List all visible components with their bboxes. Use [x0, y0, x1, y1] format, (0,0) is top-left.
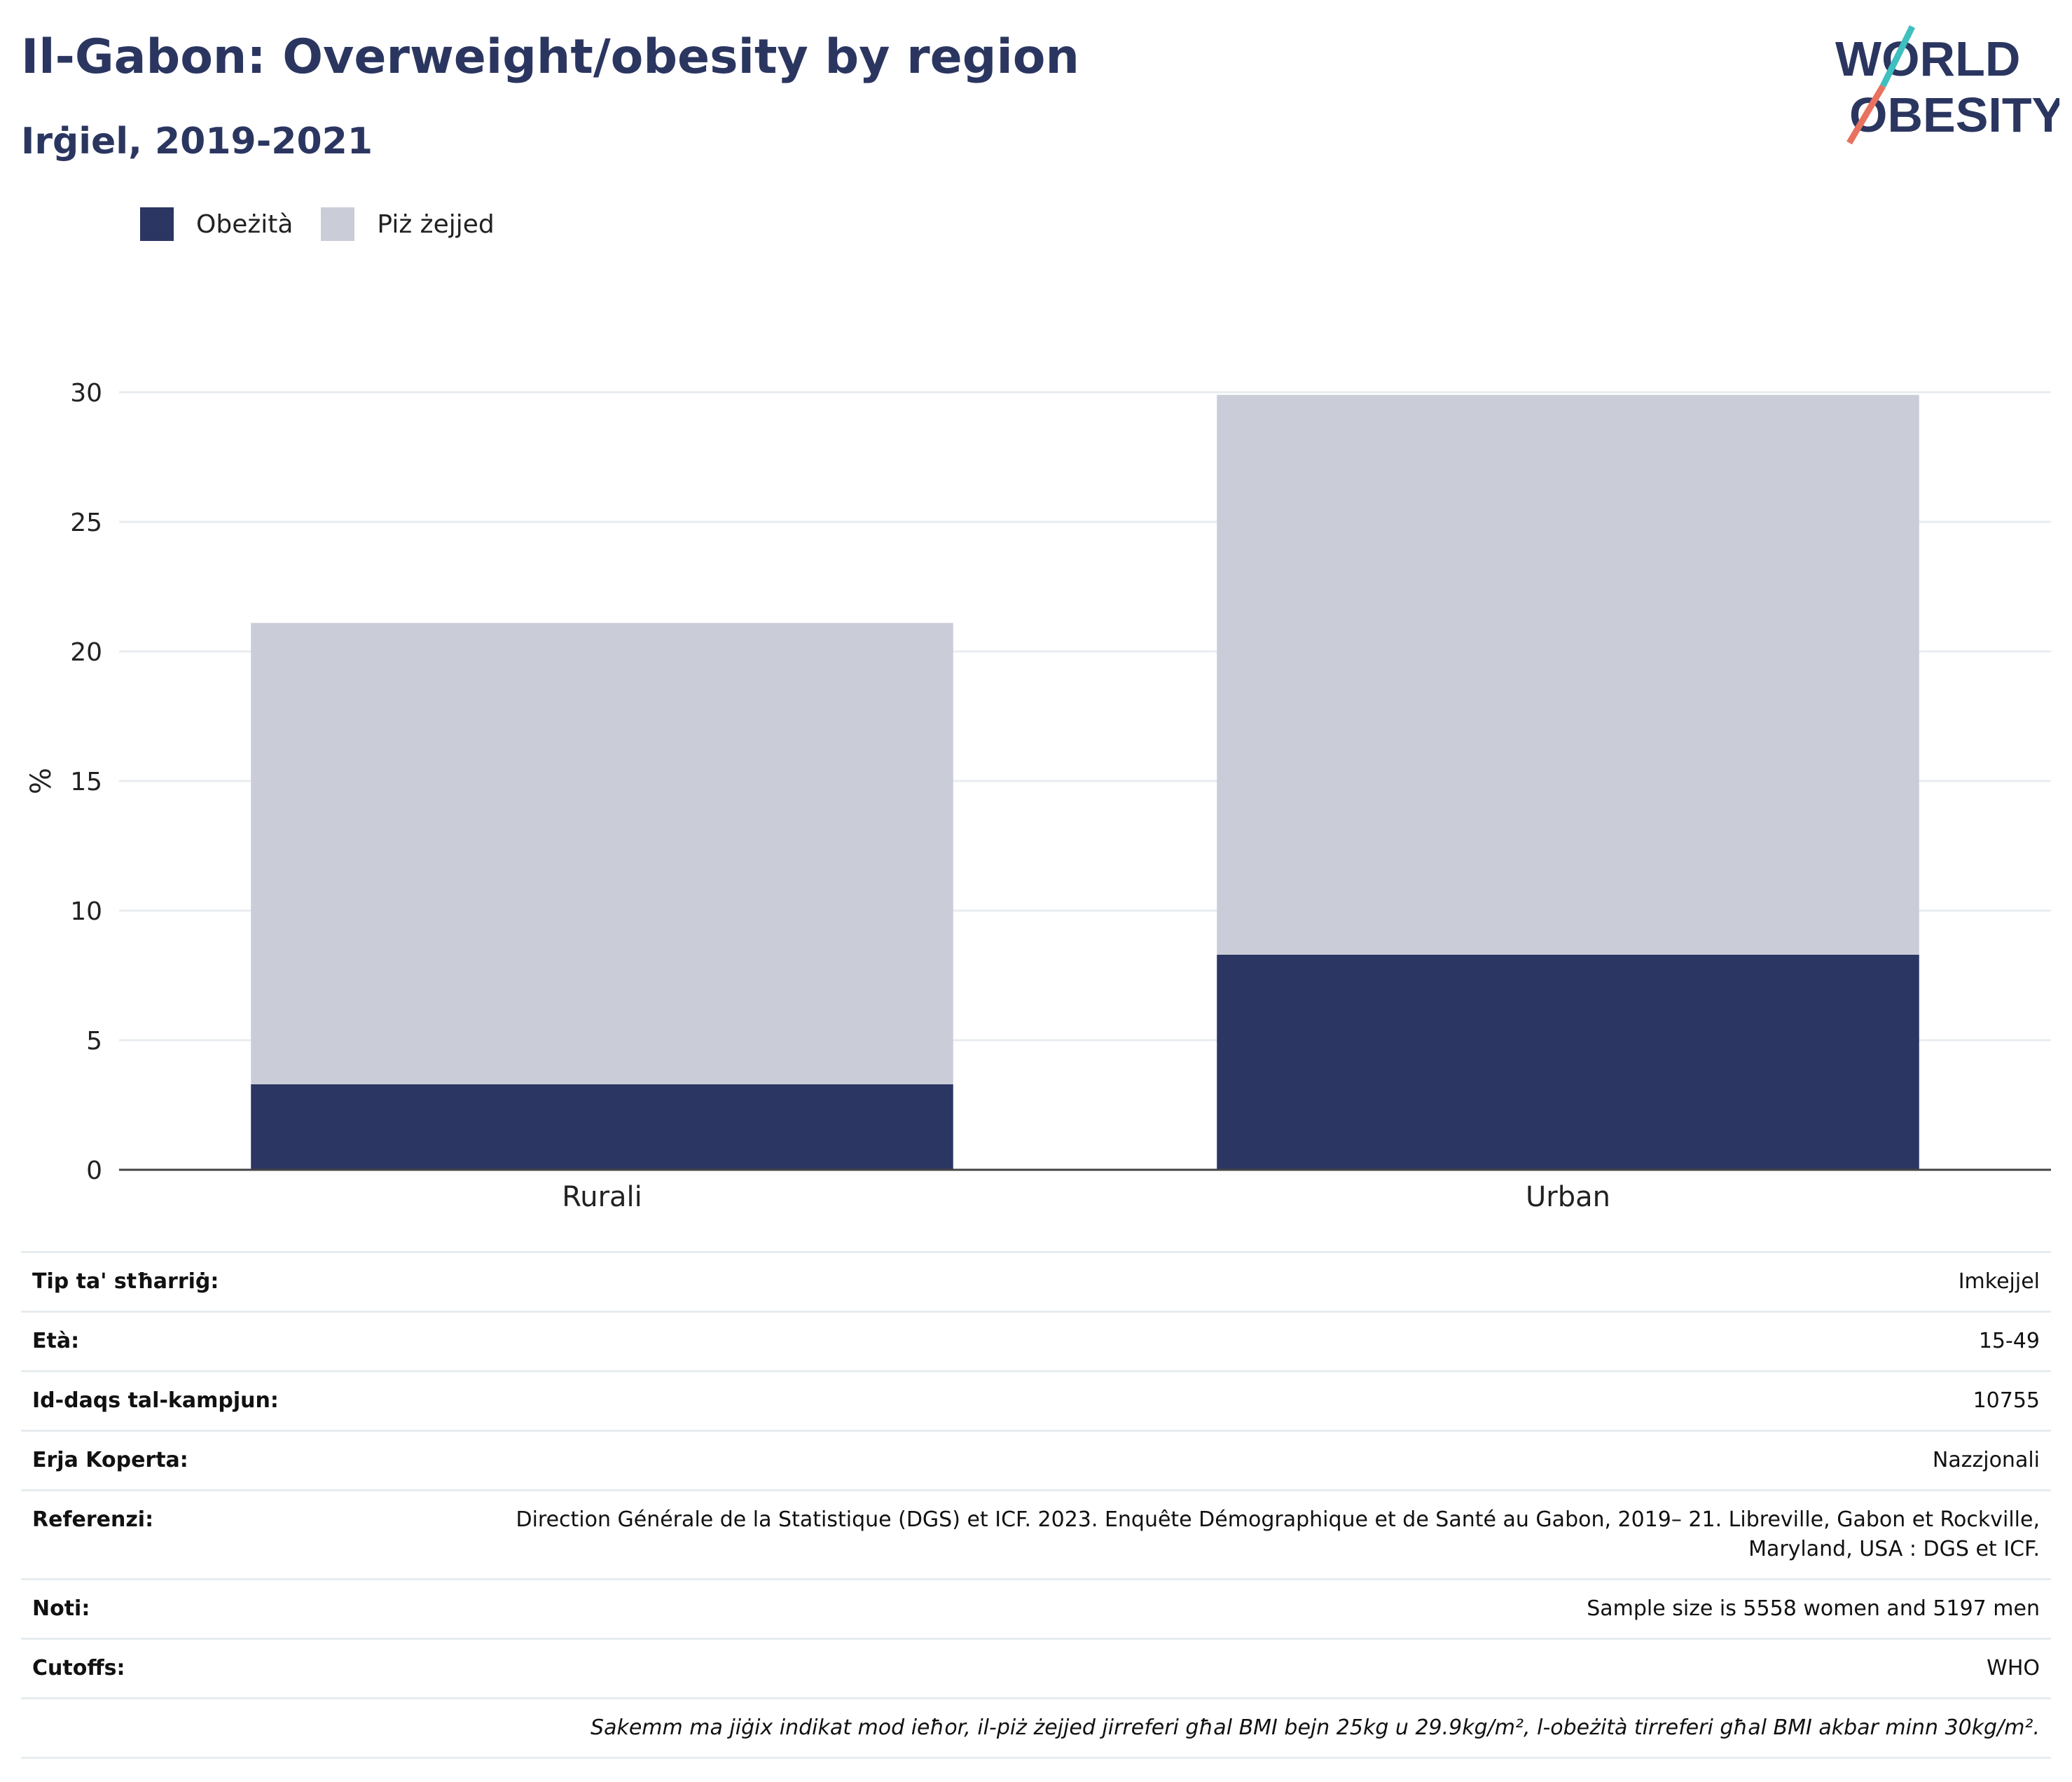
info-table: Tip ta' stħarriġ: Imkejjel Età: 15-49 Id-daq…	[21, 1251, 2051, 1759]
y-tick-label: 20	[70, 638, 102, 667]
info-key: Id-daqs tal-kampjun:	[21, 1370, 464, 1431]
info-key: Referenzi:	[21, 1489, 464, 1580]
legend-label-overweight: Piż żejjed	[377, 209, 495, 239]
info-value: Sample size is 5558 women and 5197 men	[464, 1578, 2051, 1639]
info-value: Direction Générale de la Statistique (DG…	[464, 1489, 2051, 1580]
legend-item-obesity[interactable]: Obeżità	[140, 207, 293, 241]
logo-text-world: WORLD	[1835, 32, 2020, 86]
bar-chart: 0 5 10 15 20 25 30% Rurali Urban	[25, 379, 2051, 1213]
x-tick-label: Urban	[1526, 1181, 1610, 1213]
logo-slash-red	[1846, 84, 1886, 145]
info-key: Tip ta' stħarriġ:	[21, 1251, 464, 1312]
info-value: Nazzjonali	[464, 1430, 2051, 1491]
info-row: Cutoffs: WHO	[21, 1638, 2051, 1699]
info-key: Noti:	[21, 1578, 464, 1639]
chart-title: Il-Gabon: Overweight/obesity by region	[21, 29, 1079, 85]
footnote: Sakemm ma jiġix indikat mod ieħor, il-pi…	[21, 1697, 2051, 1759]
y-tick-label: 25	[70, 509, 102, 537]
x-tick-label: Rurali	[562, 1181, 642, 1213]
footnote-row: Sakemm ma jiġix indikat mod ieħor, il-pi…	[21, 1697, 2051, 1759]
info-value: WHO	[464, 1638, 2051, 1699]
y-tick-label: 30	[70, 379, 102, 408]
info-row: Noti: Sample size is 5558 women and 5197 …	[21, 1578, 2051, 1639]
legend-swatch-obesity	[140, 207, 174, 241]
legend: Obeżità Piż żejjed	[140, 207, 495, 241]
info-value: Imkejjel	[464, 1251, 2051, 1312]
bar-obesity-urban[interactable]	[1217, 954, 1919, 1170]
logo-slash-teal	[1879, 25, 1916, 88]
info-key: Cutoffs:	[21, 1638, 464, 1699]
bar-overweight-urban[interactable]	[1217, 394, 1919, 955]
legend-label-obesity: Obeżità	[196, 209, 293, 239]
info-row: Referenzi: Direction Générale de la Stati…	[21, 1489, 2051, 1580]
info-row: Tip ta' stħarriġ: Imkejjel	[21, 1251, 2051, 1312]
y-tick-label: 0	[86, 1156, 102, 1185]
world-obesity-logo: WORLD OBESITY	[1835, 25, 2059, 145]
y-tick-label: 10	[70, 897, 102, 926]
info-key: Erja Koperta:	[21, 1430, 464, 1491]
logo-text-obesity: OBESITY	[1849, 88, 2059, 142]
info-row: Erja Koperta: Nazzjonali	[21, 1430, 2051, 1491]
bar-obesity-rurali[interactable]	[251, 1084, 953, 1170]
chart-subtitle: Irġiel, 2019-2021	[21, 120, 373, 163]
info-value: 15-49	[464, 1311, 2051, 1372]
legend-swatch-overweight	[321, 207, 355, 241]
bar-overweight-rurali[interactable]	[251, 623, 953, 1084]
y-tick-label: 15	[70, 768, 102, 796]
info-row: Età: 15-49	[21, 1311, 2051, 1372]
y-tick-label: 5	[86, 1027, 102, 1056]
y-axis-label: %	[25, 768, 57, 794]
info-key: Età:	[21, 1311, 464, 1372]
info-value: 10755	[464, 1370, 2051, 1431]
info-row: Id-daqs tal-kampjun: 10755	[21, 1370, 2051, 1431]
legend-item-overweight[interactable]: Piż żejjed	[321, 207, 495, 241]
